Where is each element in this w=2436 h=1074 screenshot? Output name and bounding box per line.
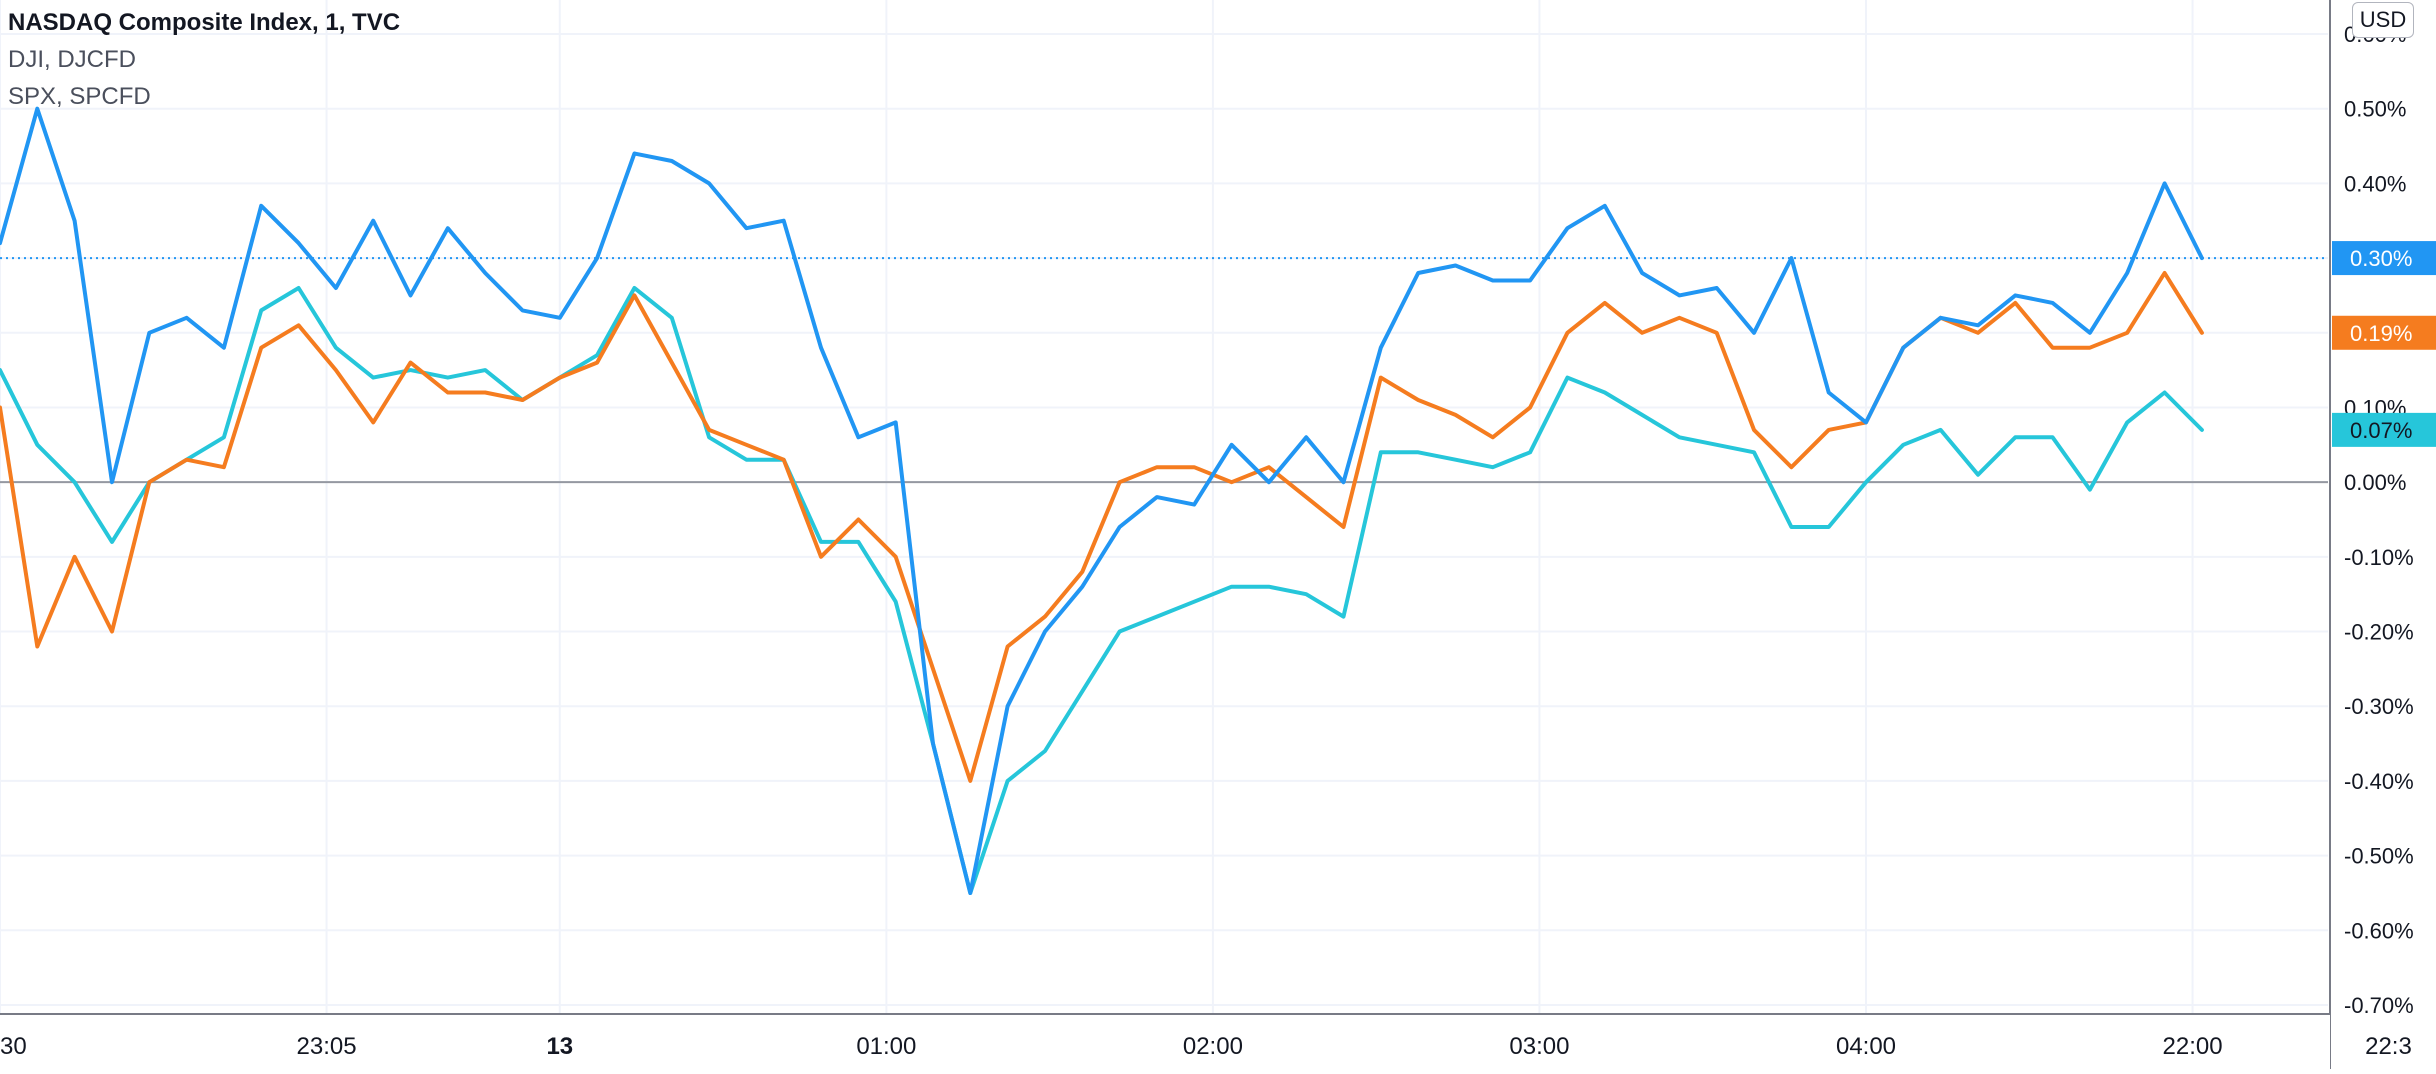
x-tick-label: 22:3 [2365, 1033, 2412, 1060]
series-line-dji[interactable] [0, 271, 2204, 783]
y-tick-label: 0.50% [2344, 97, 2406, 122]
price-axis[interactable] [2330, 0, 2436, 1069]
x-tick-label: 02:00 [1183, 1033, 1243, 1060]
legend-compare-spx[interactable]: SPX, SPCFD [8, 83, 151, 110]
y-tick-label: 0.40% [2344, 171, 2406, 196]
last-value-label-dji: 0.19% [2350, 321, 2412, 346]
x-tick-label: 04:00 [1836, 1033, 1896, 1060]
y-tick-label: -0.70% [2344, 993, 2414, 1018]
series-line-nasdaq[interactable] [0, 106, 2204, 895]
y-tick-label: -0.60% [2344, 918, 2414, 943]
y-tick-label: 0.00% [2344, 470, 2406, 495]
y-tick-label: -0.50% [2344, 844, 2414, 869]
last-value-badge-nasdaq [2332, 241, 2436, 276]
legend-compare-dji[interactable]: DJI, DJCFD [8, 46, 136, 73]
x-tick-label: 01:00 [856, 1033, 916, 1060]
x-tick-label: 13 [546, 1033, 573, 1060]
time-axis[interactable] [0, 1014, 2330, 1069]
x-tick-label: 22:00 [2163, 1033, 2223, 1060]
last-value-label-nasdaq: 0.30% [2350, 246, 2412, 271]
y-tick-label: -0.10% [2344, 545, 2414, 570]
last-value-badge-spx [2332, 412, 2436, 447]
series-line-spx[interactable] [0, 286, 2204, 895]
last-value-label-spx: 0.07% [2350, 418, 2412, 443]
legend-main-symbol[interactable]: NASDAQ Composite Index, 1, TVC [8, 9, 401, 36]
chart-legend: NASDAQ Composite Index, 1, TVC DJI, DJCF… [8, 4, 400, 115]
x-tick-label: 30 [0, 1033, 27, 1060]
y-tick-label: -0.20% [2344, 620, 2414, 645]
x-tick-label: 03:00 [1509, 1033, 1569, 1060]
last-value-badge-dji [2332, 315, 2436, 350]
currency-button[interactable]: USD [2352, 2, 2414, 38]
x-tick-label: 23:05 [297, 1033, 357, 1060]
y-tick-label: -0.40% [2344, 769, 2414, 794]
y-tick-label: -0.30% [2344, 694, 2414, 719]
